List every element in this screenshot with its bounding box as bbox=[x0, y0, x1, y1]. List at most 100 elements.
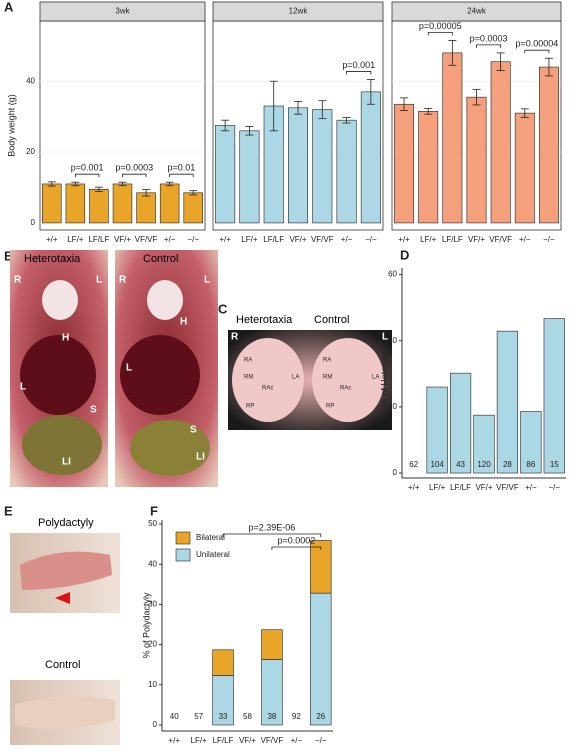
photo-title: Control bbox=[143, 253, 178, 265]
photo-panel-c: C Heterotaxia Control R L RA LA RM RAc R… bbox=[218, 301, 392, 430]
photo-detail bbox=[147, 280, 183, 320]
y-tick-label: 60 bbox=[388, 270, 397, 279]
photo-panel-b: B Heterotaxia R L H L S LI Control R L H… bbox=[4, 248, 218, 487]
x-tick-label: VF/VF bbox=[489, 235, 512, 244]
photo-detail bbox=[15, 696, 115, 729]
x-tick-label: LF/+ bbox=[67, 235, 84, 244]
bar bbox=[442, 52, 463, 224]
photo-detail bbox=[42, 280, 78, 320]
photo-label: LI bbox=[62, 457, 71, 468]
photo-detail bbox=[22, 415, 102, 475]
x-tick-label: +/+ bbox=[168, 736, 180, 745]
bar bbox=[473, 414, 495, 474]
bar bbox=[466, 96, 487, 224]
photo-detail bbox=[20, 551, 112, 590]
photo-label: LI bbox=[196, 452, 205, 463]
count-label: 86 bbox=[526, 460, 535, 469]
count-label: 28 bbox=[503, 460, 512, 469]
x-tick-label: +/− bbox=[164, 235, 176, 244]
y-axis-title: % of Polydactyly bbox=[141, 592, 151, 659]
photo-title: Heterotaxia bbox=[236, 314, 293, 326]
facet-strip bbox=[212, 1, 384, 22]
photo-label: R bbox=[231, 332, 239, 343]
legend-swatch bbox=[175, 531, 191, 545]
facet-title: 24wk bbox=[467, 7, 487, 16]
bar bbox=[394, 103, 415, 224]
count-label: 120 bbox=[477, 460, 491, 469]
x-tick-label: +/− bbox=[291, 736, 303, 745]
photo-title: Polydactyly bbox=[38, 517, 94, 529]
significance-bracket bbox=[524, 49, 550, 54]
significance-bracket bbox=[169, 173, 194, 178]
panel-label: D bbox=[400, 247, 409, 262]
bar bbox=[496, 330, 519, 474]
count-label: 58 bbox=[243, 712, 252, 721]
y-tick-label: 40 bbox=[26, 76, 35, 85]
panel-label: E bbox=[4, 503, 13, 518]
panel-label: C bbox=[218, 301, 228, 316]
bar bbox=[520, 411, 542, 474]
y-tick-label: 20 bbox=[26, 147, 35, 156]
facet-title: 3wk bbox=[115, 7, 130, 16]
x-tick-label: +/− bbox=[519, 235, 531, 244]
count-label: 57 bbox=[194, 712, 203, 721]
count-label: 40 bbox=[170, 712, 179, 721]
bar bbox=[239, 130, 260, 224]
count-label: 26 bbox=[316, 712, 325, 721]
photo-label: RP bbox=[246, 404, 254, 410]
x-tick-label: +/− bbox=[525, 483, 537, 492]
bar bbox=[418, 111, 439, 224]
x-tick-label: VF/+ bbox=[289, 235, 306, 244]
bar-segment bbox=[310, 592, 332, 726]
x-tick-label: VF/VF bbox=[135, 235, 158, 244]
x-tick-label: LF/LF bbox=[263, 235, 284, 244]
x-tick-label: LF/LF bbox=[88, 235, 109, 244]
bar bbox=[183, 192, 203, 224]
x-tick-label: −/− bbox=[365, 235, 377, 244]
facet-title: 12wk bbox=[289, 7, 309, 16]
photo-label: RAc bbox=[262, 386, 273, 392]
photo-label: R bbox=[119, 275, 127, 286]
panel-label: A bbox=[4, 0, 14, 14]
bar bbox=[42, 183, 62, 224]
significance-bracket bbox=[271, 546, 322, 550]
x-tick-label: LF/LF bbox=[213, 736, 234, 745]
photo-label: LA bbox=[372, 375, 379, 381]
significance-bracket bbox=[74, 173, 100, 178]
photo-label: H bbox=[180, 317, 187, 328]
photo-title: Heterotaxia bbox=[24, 253, 81, 265]
x-tick-label: VF/+ bbox=[114, 235, 131, 244]
x-tick-label: +/+ bbox=[408, 483, 420, 492]
y-tick-label: 40 bbox=[388, 336, 397, 345]
count-label: 43 bbox=[456, 460, 465, 469]
p-value: p=0.00005 bbox=[419, 21, 462, 31]
photo-label: RM bbox=[323, 375, 332, 381]
photo-detail bbox=[120, 335, 200, 415]
y-tick-label: 50 bbox=[148, 519, 157, 528]
x-tick-label: +/+ bbox=[46, 235, 58, 244]
x-tick-label: LF/LF bbox=[442, 235, 463, 244]
photo-title: Control bbox=[45, 659, 80, 671]
bar-segment bbox=[261, 629, 283, 660]
x-tick-label: LF/+ bbox=[429, 483, 446, 492]
bar bbox=[360, 91, 381, 224]
bar bbox=[312, 109, 333, 224]
y-tick-label: 40 bbox=[148, 559, 157, 568]
count-label: 104 bbox=[430, 460, 444, 469]
photo-label: L bbox=[20, 382, 26, 393]
photo-label: RAc bbox=[340, 386, 351, 392]
significance-bracket bbox=[427, 32, 453, 36]
bar bbox=[449, 372, 472, 474]
count-label: 62 bbox=[409, 460, 418, 469]
bar bbox=[89, 188, 109, 224]
bar-segment bbox=[310, 540, 332, 594]
facet-strip bbox=[391, 1, 562, 22]
count-label: 92 bbox=[292, 712, 301, 721]
significance-bracket bbox=[122, 173, 147, 178]
x-tick-label: −/− bbox=[548, 483, 560, 492]
photo-label: RP bbox=[326, 404, 334, 410]
bar bbox=[287, 107, 309, 224]
photo-panel-e: E Polydactyly Control bbox=[4, 503, 120, 745]
